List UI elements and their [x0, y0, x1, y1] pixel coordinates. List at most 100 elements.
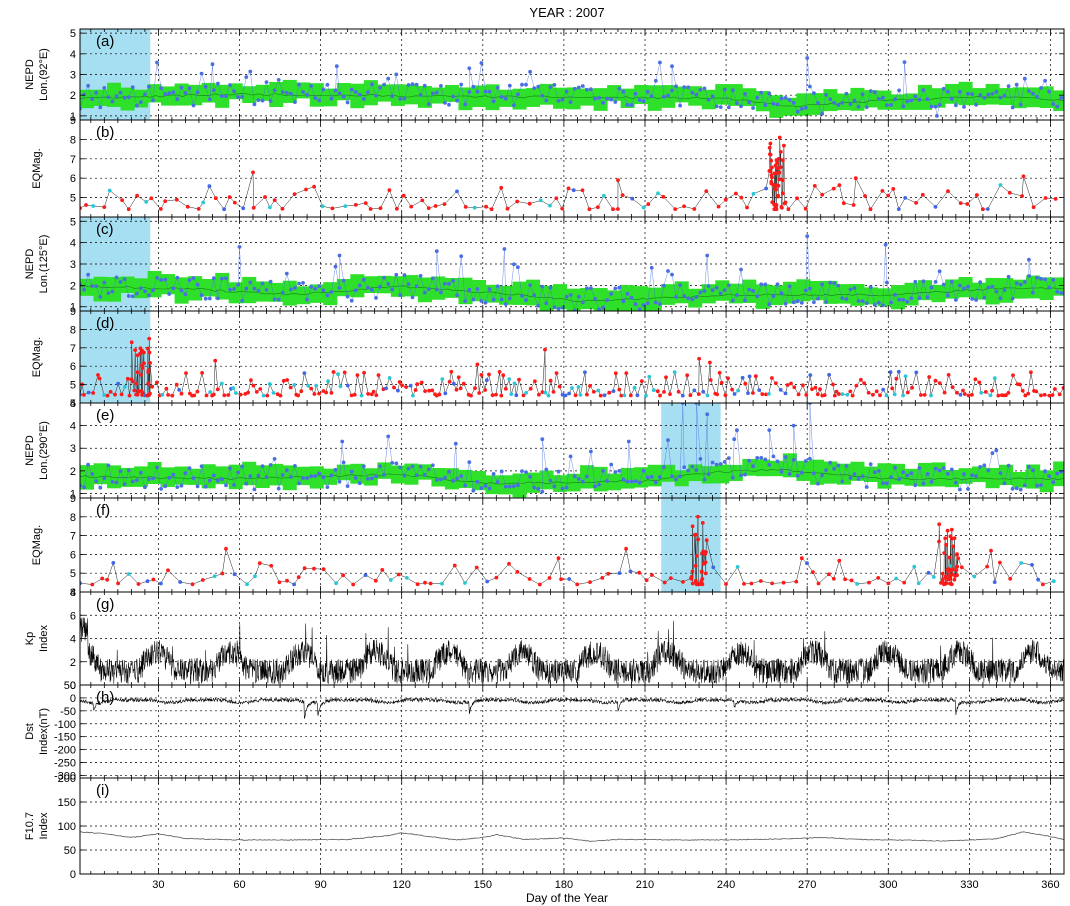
nepd-point — [321, 288, 326, 293]
eq-point — [951, 567, 955, 572]
nepd-point — [751, 106, 755, 110]
band-block — [526, 88, 541, 107]
nepd-point — [921, 481, 926, 486]
eq-point — [363, 573, 368, 577]
nepd-point — [755, 294, 760, 299]
eq-point — [213, 196, 218, 201]
nepd-point — [791, 423, 796, 428]
eq-point — [263, 195, 267, 199]
eq-point — [868, 207, 873, 212]
nepd-point — [503, 96, 508, 101]
eq-point — [352, 392, 357, 397]
eq-point — [400, 383, 404, 388]
nepd-point — [102, 476, 107, 481]
eq-point — [426, 206, 431, 211]
nepd-point — [138, 100, 143, 104]
nepd-point — [512, 262, 516, 267]
eq-point — [944, 542, 948, 547]
eq-point — [896, 207, 901, 212]
nepd-point — [982, 463, 987, 468]
nepd-point — [548, 285, 553, 290]
eq-point — [575, 582, 580, 587]
eq-point — [695, 554, 699, 558]
y-tick-label: 7 — [70, 154, 76, 166]
y-tick-label: 2 — [70, 466, 76, 478]
eq-point — [767, 392, 771, 396]
nepd-point — [475, 479, 480, 484]
eq-point — [958, 392, 963, 397]
nepd-point — [613, 286, 618, 291]
eq-point — [628, 393, 633, 398]
nepd-point — [138, 286, 143, 291]
nepd-point — [1027, 464, 1031, 469]
eq-point — [145, 579, 150, 584]
nepd-point — [207, 97, 212, 102]
nepd-point — [426, 467, 431, 472]
eq-point — [160, 392, 165, 397]
nepd-point — [609, 292, 614, 296]
nepd-point — [686, 296, 691, 301]
nepd-point — [767, 463, 772, 467]
eq-point — [770, 200, 775, 205]
eq-point — [560, 392, 565, 397]
nepd-point — [828, 460, 833, 465]
nepd-point — [353, 90, 358, 94]
eq-point — [505, 206, 510, 211]
nepd-point — [317, 284, 322, 288]
eq-point — [901, 393, 905, 398]
nepd-point — [820, 282, 824, 287]
band-block — [782, 281, 797, 304]
nepd-point — [503, 484, 508, 489]
nepd-point — [443, 281, 447, 286]
eq-point — [1011, 373, 1015, 378]
nepd-point — [126, 294, 131, 298]
panel-letter: (e) — [96, 407, 114, 424]
eq-point — [854, 383, 859, 388]
nepd-point — [799, 470, 804, 475]
nepd-point — [902, 60, 907, 64]
nepd-point — [134, 478, 139, 483]
eq-point — [916, 581, 921, 586]
nepd-point — [333, 88, 338, 93]
nepd-point — [576, 294, 581, 299]
nepd-point — [799, 301, 804, 305]
nepd-point — [325, 82, 330, 87]
eq-point — [896, 369, 901, 374]
band-block — [958, 468, 973, 484]
nepd-point — [216, 296, 220, 301]
eq-point — [841, 201, 846, 206]
eq-point — [801, 383, 805, 388]
eq-point — [559, 577, 563, 582]
nepd-point — [390, 287, 395, 292]
eq-point — [650, 573, 654, 577]
eq-point — [312, 184, 316, 189]
nepd-point — [252, 487, 257, 492]
y-tick-label: 8 — [70, 324, 76, 336]
eq-point — [454, 387, 459, 392]
nepd-point — [690, 297, 695, 302]
eq-point — [813, 385, 818, 390]
eq-point — [408, 383, 413, 388]
band-block — [255, 281, 270, 302]
nepd-point — [876, 469, 881, 473]
nepd-point — [856, 104, 861, 109]
y-tick-label: 0 — [70, 869, 76, 881]
eq-point — [1047, 393, 1052, 398]
nepd-point — [195, 90, 200, 95]
nepd-point — [885, 280, 889, 285]
nepd-point — [540, 284, 545, 289]
nepd-point — [897, 477, 901, 482]
eq-point — [241, 206, 246, 211]
eq-point — [910, 385, 914, 390]
nepd-point — [163, 277, 168, 282]
nepd-point — [621, 89, 626, 94]
nepd-point — [824, 300, 828, 304]
nepd-point — [155, 60, 159, 65]
nepd-point — [694, 295, 699, 299]
nepd-point — [718, 462, 723, 466]
nepd-point — [722, 288, 727, 292]
band-block — [539, 285, 554, 311]
nepd-point — [345, 294, 350, 299]
eq-point — [132, 388, 137, 393]
eq-point — [540, 390, 545, 394]
